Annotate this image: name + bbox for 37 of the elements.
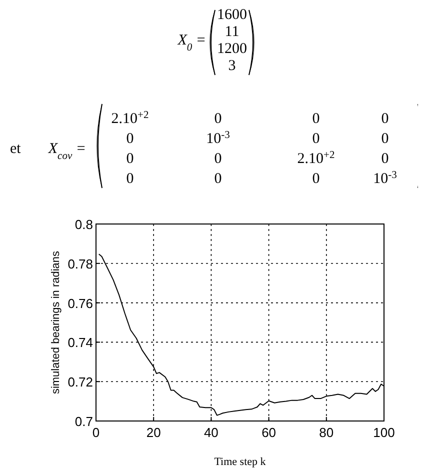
text: 3 [228,58,236,74]
y-tick-label: 0.7 [74,414,93,429]
y-axis-title: simulated bearings in radians [50,250,62,394]
x-tick-label: 0 [92,425,100,440]
text: 0 [312,111,320,127]
text: 0 [126,131,134,147]
y-tick-label: 0.74 [68,335,93,350]
text: 0 [381,131,389,147]
text: 0 [312,131,320,147]
text: X$_{cov}$ = [47,141,86,162]
text: 0 [126,151,134,167]
text: 0 [214,171,222,187]
x-axis-title: Time step k [214,456,266,468]
text: 1200 [217,41,247,57]
y-tick-label: 0.76 [68,296,93,311]
x-tick-label: 40 [204,425,218,440]
text: 10$^{-3}$ [206,130,230,147]
text: 2.10$^{+2}$ [297,150,335,167]
x-tick-label: 60 [262,425,276,440]
x-tick-label: 100 [373,425,395,440]
x-tick-label: 20 [146,425,161,440]
y-tick-label: 0.78 [68,256,93,272]
text: 0 [214,111,222,127]
text: 10$^{-3}$ [373,170,397,187]
text: 0 [381,111,389,127]
text: 0 [312,171,320,187]
text: X$_{0}$ = [176,32,206,53]
x-tick-label: 80 [319,425,334,440]
text: 2.10$^{+2}$ [111,110,149,127]
y-tick-label: 0.8 [74,217,93,232]
text: 11 [224,24,240,40]
text: et [10,141,22,157]
text: 0 [214,151,222,167]
text: 0 [126,171,134,187]
text: 0 [381,151,389,167]
text: 1600 [217,7,247,23]
y-tick-label: 0.72 [68,374,93,390]
